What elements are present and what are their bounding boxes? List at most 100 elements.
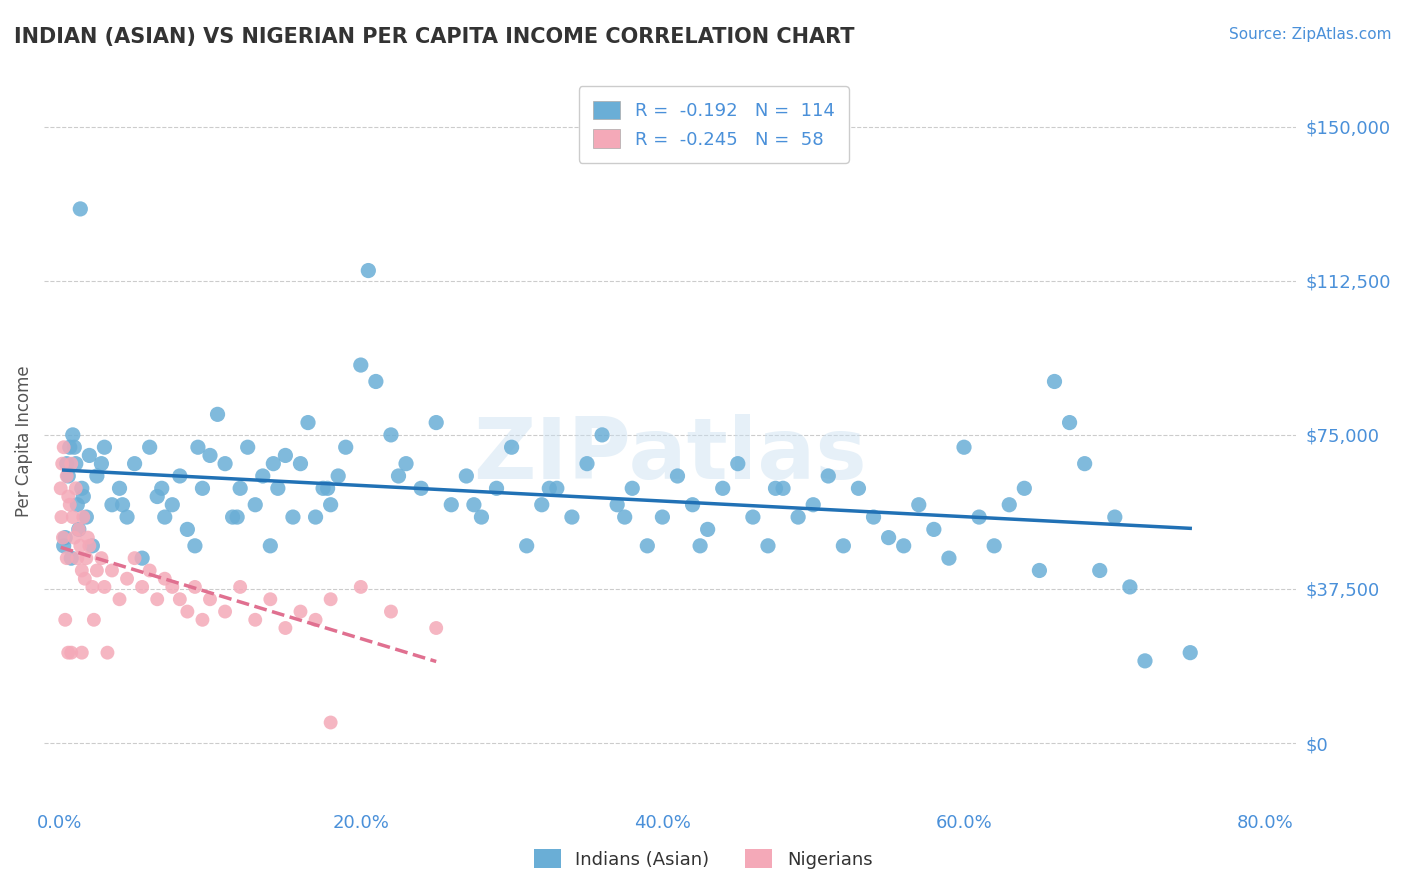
Point xyxy=(229,481,252,495)
Point xyxy=(207,408,229,422)
Point xyxy=(425,621,447,635)
Point xyxy=(198,592,221,607)
Point xyxy=(456,469,478,483)
Point xyxy=(86,564,108,578)
Point xyxy=(304,510,326,524)
Point xyxy=(1073,457,1095,471)
Point xyxy=(1014,481,1036,495)
Point xyxy=(328,469,350,483)
Point xyxy=(907,498,929,512)
Point xyxy=(893,539,915,553)
Point xyxy=(538,481,561,495)
Point xyxy=(1133,654,1156,668)
Point xyxy=(621,481,644,495)
Point xyxy=(63,531,86,545)
Point xyxy=(72,510,94,524)
Point xyxy=(711,481,734,495)
Point xyxy=(727,457,749,471)
Point xyxy=(83,613,105,627)
Text: ZIPatlas: ZIPatlas xyxy=(472,414,868,497)
Point xyxy=(162,580,184,594)
Point xyxy=(290,605,312,619)
Point xyxy=(425,416,447,430)
Point xyxy=(983,539,1005,553)
Point xyxy=(131,580,153,594)
Point xyxy=(111,498,134,512)
Point xyxy=(463,498,485,512)
Point xyxy=(1059,416,1081,430)
Point xyxy=(530,498,553,512)
Point xyxy=(214,605,236,619)
Point xyxy=(52,531,75,545)
Point xyxy=(765,481,787,495)
Point xyxy=(290,457,312,471)
Point xyxy=(591,428,613,442)
Point xyxy=(485,481,508,495)
Legend: R =  -0.192   N =  114, R =  -0.245   N =  58: R = -0.192 N = 114, R = -0.245 N = 58 xyxy=(579,87,849,163)
Point xyxy=(52,440,75,454)
Point xyxy=(138,564,160,578)
Point xyxy=(319,592,342,607)
Point xyxy=(138,440,160,454)
Point xyxy=(184,580,207,594)
Point xyxy=(1088,564,1111,578)
Point xyxy=(55,469,77,483)
Point xyxy=(108,481,131,495)
Point xyxy=(335,440,357,454)
Point xyxy=(967,510,990,524)
Point xyxy=(51,457,73,471)
Point xyxy=(1028,564,1050,578)
Point xyxy=(191,481,214,495)
Point xyxy=(63,440,86,454)
Text: Source: ZipAtlas.com: Source: ZipAtlas.com xyxy=(1229,27,1392,42)
Point xyxy=(380,428,402,442)
Point xyxy=(60,457,83,471)
Point xyxy=(79,449,101,463)
Point xyxy=(696,522,718,536)
Text: INDIAN (ASIAN) VS NIGERIAN PER CAPITA INCOME CORRELATION CHART: INDIAN (ASIAN) VS NIGERIAN PER CAPITA IN… xyxy=(14,27,855,46)
Point xyxy=(689,539,711,553)
Point xyxy=(1043,375,1066,389)
Point xyxy=(60,551,83,566)
Point xyxy=(58,646,80,660)
Point xyxy=(1180,646,1202,660)
Point xyxy=(187,440,209,454)
Point xyxy=(832,539,855,553)
Point xyxy=(49,481,72,495)
Point xyxy=(312,481,335,495)
Point xyxy=(395,457,418,471)
Point xyxy=(262,457,284,471)
Point xyxy=(69,202,91,216)
Point xyxy=(613,510,636,524)
Point xyxy=(65,457,87,471)
Point xyxy=(96,646,118,660)
Point xyxy=(115,572,138,586)
Point xyxy=(60,646,83,660)
Point xyxy=(146,490,169,504)
Point xyxy=(953,440,976,454)
Point xyxy=(66,498,89,512)
Point xyxy=(1104,510,1126,524)
Point xyxy=(62,428,84,442)
Point xyxy=(153,510,176,524)
Point xyxy=(245,498,267,512)
Point xyxy=(67,522,90,536)
Point xyxy=(636,539,658,553)
Point xyxy=(226,510,249,524)
Point xyxy=(59,440,82,454)
Point xyxy=(470,510,492,524)
Point xyxy=(169,469,191,483)
Point xyxy=(772,481,794,495)
Point xyxy=(387,469,409,483)
Point xyxy=(124,551,146,566)
Point xyxy=(75,510,97,524)
Point xyxy=(131,551,153,566)
Y-axis label: Per Capita Income: Per Capita Income xyxy=(15,365,32,516)
Point xyxy=(52,539,75,553)
Point xyxy=(76,531,98,545)
Point xyxy=(817,469,839,483)
Point xyxy=(606,498,628,512)
Point xyxy=(115,510,138,524)
Point xyxy=(229,580,252,594)
Point xyxy=(150,481,173,495)
